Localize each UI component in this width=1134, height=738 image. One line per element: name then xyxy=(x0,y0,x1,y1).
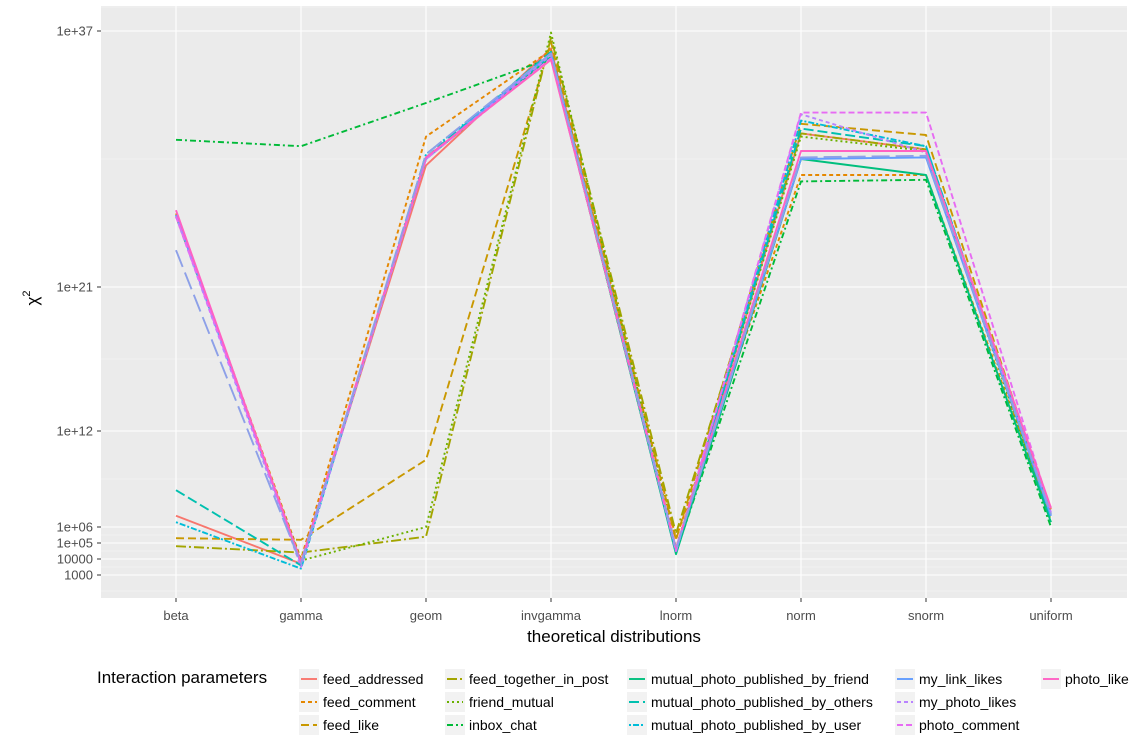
legend-label: mutual_photo_published_by_others xyxy=(651,694,873,710)
legend-item-feed-comment: feed_comment xyxy=(299,692,416,712)
legend-label: my_link_likes xyxy=(919,671,1002,687)
series-line-feed-comment xyxy=(175,49,1052,560)
series-line-my-photo-likes xyxy=(175,54,1052,568)
legend-item-mutual-photo-published-by-others: mutual_photo_published_by_others xyxy=(627,692,873,712)
legend-key-bg xyxy=(895,715,915,735)
legend-item-photo-comment: photo_comment xyxy=(895,715,1020,735)
x-tick-label: beta xyxy=(163,608,189,623)
y-tick-label: 1e+06 xyxy=(56,520,93,535)
legend-label: photo_like xyxy=(1065,671,1129,687)
legend-label: mutual_photo_published_by_friend xyxy=(651,671,869,687)
x-tick-label: lnorm xyxy=(660,608,693,623)
x-axis-title: theoretical distributions xyxy=(527,627,701,646)
legend-label: feed_comment xyxy=(323,694,416,710)
x-tick-label: norm xyxy=(786,608,816,623)
x-tick-label: invgamma xyxy=(521,608,582,623)
grid-major xyxy=(101,6,1127,598)
legend-item-feed-like: feed_like xyxy=(299,715,379,735)
x-tick-label: uniform xyxy=(1029,608,1072,623)
x-axis: beta gamma geom invgamma lnorm norm snorm unifo… xyxy=(163,598,1073,623)
legend-label: my_photo_likes xyxy=(919,694,1016,710)
y-tick-label: 1e+12 xyxy=(56,424,93,439)
legend-label: feed_addressed xyxy=(323,671,423,687)
legend-item-feed-addressed: feed_addressed xyxy=(299,669,423,689)
legend-item-friend-mutual: friend_mutual xyxy=(445,692,554,712)
y-tick-label: 1e+05 xyxy=(56,536,93,551)
series-line-my-link-likes xyxy=(175,52,1052,565)
legend-item-mutual-photo-published-by-user: mutual_photo_published_by_user xyxy=(627,715,861,735)
y-tick-label: 10000 xyxy=(57,552,93,567)
legend-item-photo-like: photo_like xyxy=(1041,669,1129,689)
legend-label: inbox_chat xyxy=(469,717,537,733)
legend-label: feed_together_in_post xyxy=(469,671,608,687)
x-tick-label: gamma xyxy=(279,608,323,623)
legend-label: friend_mutual xyxy=(469,694,554,710)
x-tick-label: snorm xyxy=(908,608,944,623)
series-line-friend-mutual xyxy=(175,31,1052,562)
series-line-feed-together-in-post xyxy=(175,36,1052,554)
y-axis-title: χ2 xyxy=(21,290,42,305)
legend-label: mutual_photo_published_by_user xyxy=(651,717,861,733)
y-tick-label: 1e+37 xyxy=(56,24,93,39)
legend: feed_addressed feed_comment feed_like feed_… xyxy=(299,669,1129,735)
legend-label: photo_comment xyxy=(919,717,1020,733)
legend-title: Interaction parameters xyxy=(97,668,267,687)
legend-item-inbox-chat: inbox_chat xyxy=(445,715,537,735)
legend-label: feed_like xyxy=(323,717,379,733)
y-tick-label: 1000 xyxy=(64,568,93,583)
legend-item-mutual-photo-published-by-friend: mutual_photo_published_by_friend xyxy=(627,669,869,689)
y-tick-label: 1e+21 xyxy=(56,280,93,295)
series-layer xyxy=(175,31,1052,570)
legend-item-my-photo-likes: my_photo_likes xyxy=(895,692,1016,712)
legend-item-my-link-likes: my_link_likes xyxy=(895,669,1002,689)
y-axis-title-symbol: χ xyxy=(23,297,42,306)
y-axis-title-superscript: 2 xyxy=(21,290,33,296)
legend-key-bg xyxy=(445,715,465,735)
legend-item-feed-together-in-post: feed_together_in_post xyxy=(445,669,608,689)
x-tick-label: geom xyxy=(410,608,443,623)
legend-key-bg xyxy=(445,692,465,712)
